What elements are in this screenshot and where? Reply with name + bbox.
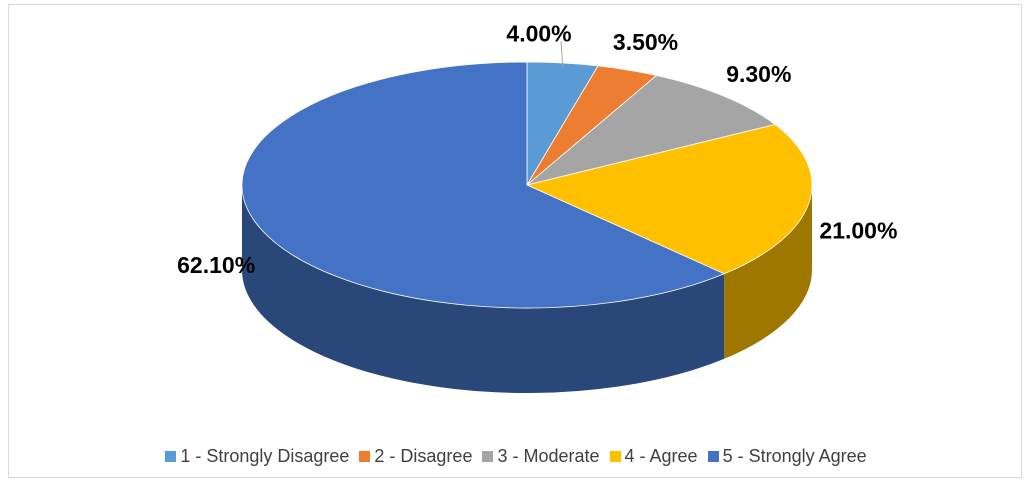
legend-swatch — [165, 451, 177, 462]
data-label: 3.50% — [613, 29, 678, 55]
pie-slice — [241, 61, 726, 309]
legend-swatch — [359, 451, 371, 462]
pie-slice-side — [724, 185, 812, 359]
legend-item: 4 - Agree — [609, 446, 698, 467]
legend-label: 1 - Strongly Disagree — [180, 446, 350, 466]
legend: 1 - Strongly Disagree 2 - Disagree 3 - Mod… — [0, 446, 1032, 467]
pie-slice — [526, 74, 777, 186]
legend-label: 4 - Agree — [624, 446, 698, 466]
legend-swatch — [609, 451, 621, 462]
pie-slice — [525, 124, 813, 275]
legend-item: 2 - Disagree — [359, 446, 472, 467]
legend-label: 5 - Strongly Agree — [722, 446, 867, 466]
legend-item: 1 - Strongly Disagree — [165, 446, 349, 467]
data-label: 62.10% — [177, 252, 255, 278]
data-label: 4.00% — [506, 20, 571, 46]
legend-item: 3 - Moderate — [482, 446, 600, 467]
legend-swatch — [482, 451, 494, 462]
data-label: 9.30% — [726, 61, 791, 87]
leader-line — [560, 41, 564, 68]
legend-label: 3 - Moderate — [497, 446, 600, 466]
data-label: 21.00% — [819, 218, 897, 244]
legend-swatch — [707, 451, 719, 462]
legend-label: 2 - Disagree — [374, 446, 473, 466]
chart-frame — [8, 4, 1022, 478]
legend-item: 5 - Strongly Agree — [707, 446, 867, 467]
pie-slice-side — [241, 185, 725, 393]
